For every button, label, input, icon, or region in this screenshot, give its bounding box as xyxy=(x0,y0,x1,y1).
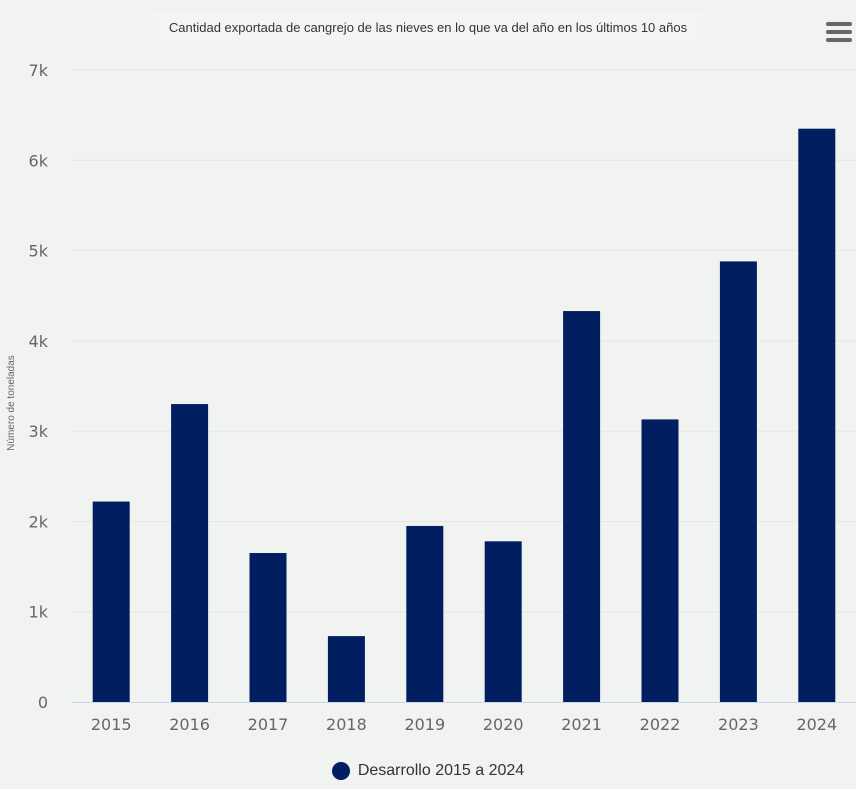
y-tick-label: 3k xyxy=(29,422,49,441)
x-tick-label: 2021 xyxy=(561,715,602,734)
x-tick-label: 2019 xyxy=(404,715,445,734)
x-tick-label: 2017 xyxy=(248,715,289,734)
bar-2016[interactable] xyxy=(171,404,209,702)
y-tick-label: 2k xyxy=(29,512,49,531)
legend-item[interactable]: Desarrollo 2015 a 2024 xyxy=(0,758,856,784)
x-tick-label: 2023 xyxy=(718,715,759,734)
y-tick-label: 6k xyxy=(29,151,49,170)
x-tick-label: 2015 xyxy=(91,715,132,734)
legend-label: Desarrollo 2015 a 2024 xyxy=(357,762,525,779)
bar-2020[interactable] xyxy=(484,541,522,702)
y-tick-label: 1k xyxy=(29,603,49,622)
x-tick-label: 2022 xyxy=(640,715,681,734)
bar-2015[interactable] xyxy=(92,501,130,702)
bar-2017[interactable] xyxy=(249,553,287,702)
y-tick-label: 4k xyxy=(29,332,49,351)
y-tick-label: 0 xyxy=(38,693,48,712)
bar-2019[interactable] xyxy=(406,525,444,702)
x-tick-label: 2020 xyxy=(483,715,524,734)
x-tick-label: 2016 xyxy=(169,715,210,734)
bar-2022[interactable] xyxy=(641,419,679,702)
menu-icon-line xyxy=(826,38,852,42)
bar-2024[interactable] xyxy=(798,128,836,702)
bar-2021[interactable] xyxy=(563,311,601,702)
menu-icon xyxy=(826,22,852,26)
bar-2018[interactable] xyxy=(327,636,365,702)
menu-button[interactable] xyxy=(826,22,854,46)
y-tick-label: 5k xyxy=(29,242,49,261)
y-axis-ticks: 0 1k 2k 3k 4k 5k 6k 7k xyxy=(29,61,49,712)
x-tick-label: 2024 xyxy=(796,715,837,734)
x-axis-ticks: 2015 2016 2017 2018 2019 2020 2021 2022 2023 2024 xyxy=(91,715,837,734)
menu-icon-line xyxy=(826,30,852,34)
y-axis-label: Número de toneladas xyxy=(6,355,17,451)
legend-marker xyxy=(331,762,350,780)
y-tick-label: 7k xyxy=(29,61,49,80)
bar-2023[interactable] xyxy=(719,261,757,702)
bars xyxy=(92,128,836,702)
chart-title: Cantidad exportada de cangrejo de las ni… xyxy=(153,12,703,42)
x-tick-label: 2018 xyxy=(326,715,367,734)
